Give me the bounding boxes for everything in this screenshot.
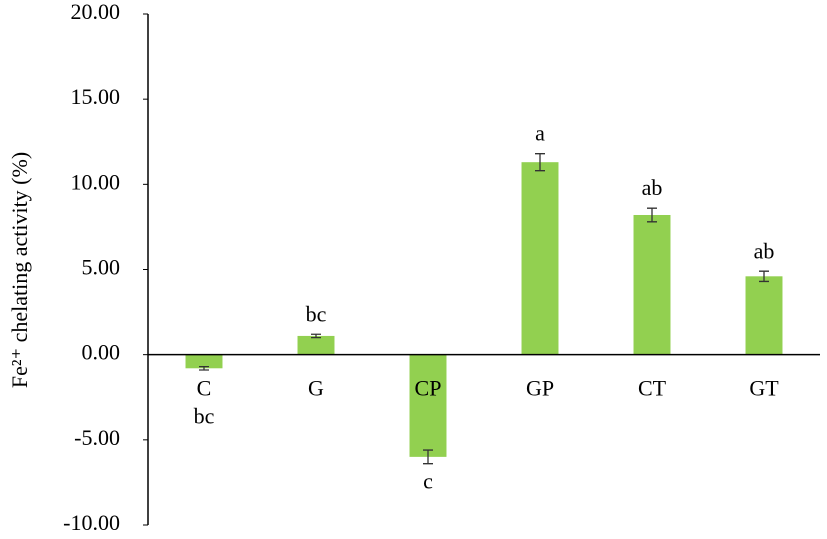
bar bbox=[185, 354, 223, 369]
significance-letter: bc bbox=[194, 404, 215, 429]
y-tick-label: 5.00 bbox=[82, 255, 121, 280]
bar bbox=[297, 335, 335, 355]
x-tick-label: G bbox=[308, 376, 324, 401]
x-tick-label: CP bbox=[415, 376, 442, 401]
x-tick-label: CT bbox=[638, 376, 667, 401]
x-tick-label: GP bbox=[526, 376, 554, 401]
y-tick-label: 20.00 bbox=[71, 0, 121, 24]
y-tick-label: -10.00 bbox=[63, 510, 120, 535]
bar bbox=[521, 162, 559, 355]
bar bbox=[745, 276, 783, 355]
error-bar bbox=[647, 207, 657, 223]
error-bar bbox=[759, 270, 769, 283]
significance-letter: bc bbox=[306, 301, 327, 326]
error-bar bbox=[199, 365, 209, 371]
x-tick-label: C bbox=[197, 376, 212, 401]
significance-letter: ab bbox=[754, 238, 775, 263]
significance-letter: c bbox=[423, 469, 433, 494]
bar bbox=[633, 214, 671, 355]
y-tick-label: 10.00 bbox=[71, 169, 121, 194]
y-tick-label: 15.00 bbox=[71, 84, 121, 109]
y-tick-label: -5.00 bbox=[74, 425, 120, 450]
error-bar bbox=[535, 153, 545, 172]
error-bar bbox=[311, 333, 321, 339]
bar bbox=[409, 354, 447, 457]
significance-letter: a bbox=[535, 121, 545, 146]
y-tick-label: 0.00 bbox=[82, 340, 121, 365]
y-axis-title: Fe²⁺ chelating activity (%) bbox=[7, 152, 32, 388]
error-bar bbox=[423, 449, 433, 465]
x-tick-label: GT bbox=[749, 376, 779, 401]
significance-letter: ab bbox=[642, 175, 663, 200]
